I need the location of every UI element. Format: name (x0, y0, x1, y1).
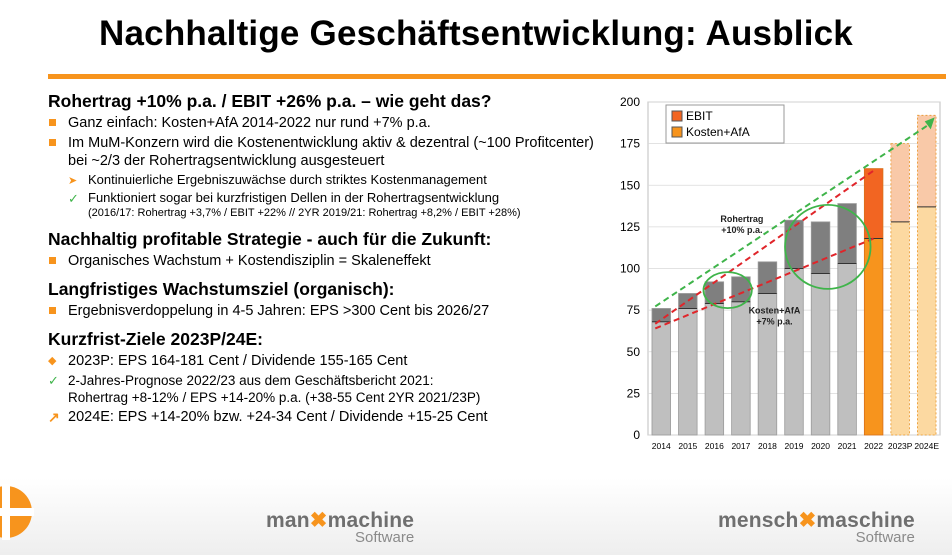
bullet-text: 2024E: EPS +14-20% bzw. +24-34 Cent / Di… (68, 409, 488, 425)
bullet-text: Kontinuierliche Ergebniszuwächse durch s… (88, 172, 487, 187)
x-tick-label: 2014 (652, 441, 671, 451)
bullet-kosten: Ganz einfach: Kosten+AfA 2014-2022 nur r… (48, 114, 608, 132)
heading-rohertrag: Rohertrag +10% p.a. / EBIT +26% p.a. – w… (48, 91, 492, 111)
heading-kurzfrist: Kurzfrist-Ziele 2023P/24E: (48, 329, 263, 349)
bullet-konzern: Im MuM-Konzern wird die Kostenentwicklun… (48, 134, 608, 170)
chart: 0 25 50 75 100 125 150 175 200 2014 2015 2016 2017 20… (610, 92, 945, 460)
subbullet-ergebnis: ➤ Kontinuierliche Ergebniszuwächse durch… (48, 172, 608, 188)
bullet-ergebnisverdoppelung: Ergebnisverdoppelung in 4-5 Jahren: EPS … (48, 302, 608, 320)
bar-kosten (731, 301, 751, 436)
logo-mensch-maschine: mensch✖maschine Software (718, 508, 915, 546)
annotation-kosten: Kosten+AfA (749, 305, 801, 315)
logo-mark-icon: ✖ (798, 509, 817, 532)
y-tick-label: 50 (627, 345, 641, 359)
logo-mark-icon: ✖ (309, 509, 328, 532)
bullet-text-2: Rohertrag +8-12% / EPS +14-20% p.a. (+38… (68, 390, 481, 405)
x-tick-label: 2022 (864, 441, 883, 451)
heading-wachstumsziel: Langfristiges Wachstumsziel (organisch): (48, 279, 395, 299)
legend-label-kosten: Kosten+AfA (686, 125, 750, 139)
legend-swatch-ebit (671, 110, 683, 122)
logo-text: man (266, 509, 310, 532)
x-tick-label: 2023P (888, 441, 913, 451)
bullet-note: (2016/17: Rohertrag +3,7% / EBIT +22% //… (88, 207, 521, 219)
y-tick-label: 125 (620, 220, 640, 234)
bar-kosten (810, 273, 831, 436)
bullet-text: Organisches Wachstum + Kostendisziplin =… (68, 253, 431, 269)
x-tick-label: 2020 (811, 441, 830, 451)
bullet-prognose: ✓ 2-Jahres-Prognose 2022/23 aus dem Gesc… (48, 372, 608, 406)
bar-ebit (810, 221, 831, 274)
y-tick-label: 25 (627, 386, 641, 400)
decorative-orange-circle (0, 484, 34, 540)
bar-kosten (784, 268, 804, 436)
y-tick-label: 150 (620, 178, 640, 192)
bullet-wachstum: Organisches Wachstum + Kostendisziplin =… (48, 252, 608, 270)
logo-text: machine (327, 509, 415, 532)
title-underline (48, 74, 946, 79)
y-tick-label: 0 (633, 428, 640, 442)
y-tick-label: 100 (620, 262, 640, 276)
legend-label-ebit: EBIT (686, 109, 713, 123)
logo-subtitle: Software (354, 529, 415, 546)
x-tick-label: 2018 (758, 441, 777, 451)
bullet-text: 2023P: EPS 164-181 Cent / Dividende 155-… (68, 353, 408, 369)
highlight-ellipse (784, 203, 872, 290)
arrow-bullet-icon: ➤ (68, 175, 78, 187)
x-tick-label: 2019 (785, 441, 804, 451)
bullet-text: Funktioniert sogar bei kurzfristigen Del… (88, 190, 500, 205)
bar-ebit (890, 143, 910, 223)
bar-kosten (678, 308, 698, 436)
checkmark-icon: ✓ (68, 191, 79, 206)
text-content: Rohertrag +10% p.a. / EBIT +26% p.a. – w… (48, 90, 608, 428)
stacked-bar-chart: 0 25 50 75 100 125 150 175 200 2014 2015 2016 2017 20… (620, 95, 941, 451)
highlight-ellipse (702, 271, 753, 310)
bar-kosten (863, 238, 884, 436)
bar-kosten (890, 221, 910, 436)
y-tick-label: 75 (627, 303, 641, 317)
legend-box (665, 104, 785, 144)
bar-kosten (837, 263, 857, 436)
y-tick-label: 200 (620, 95, 640, 109)
x-tick-label: 2017 (731, 441, 750, 451)
x-tick-label: 2024E (914, 441, 939, 451)
bar-kosten (917, 206, 937, 436)
x-tick-label: 2015 (678, 441, 697, 451)
legend-swatch-kosten (671, 126, 683, 138)
bar-ebit (757, 261, 778, 294)
x-tick-label: 2021 (838, 441, 857, 451)
slide-title: Nachhaltige Geschäftsentwicklung: Ausbli… (99, 14, 853, 53)
logo-man-machine: man✖machine Software (266, 508, 414, 546)
bullet-2024e: ↗ 2024E: EPS +14-20% bzw. +24-34 Cent / … (48, 408, 608, 426)
bullet-text: Im MuM-Konzern wird die Kostenentwicklun… (68, 135, 594, 169)
bullet-text: Ergebnisverdoppelung in 4-5 Jahren: EPS … (68, 303, 490, 319)
annotation-rohertrag: Rohertrag (720, 214, 763, 224)
bar-ebit (917, 114, 937, 208)
footer-band (0, 478, 952, 555)
bullet-text: Ganz einfach: Kosten+AfA 2014-2022 nur r… (68, 115, 431, 131)
logo-text: maschine (816, 509, 915, 532)
y-tick-label: 175 (620, 137, 640, 151)
annotation-rohertrag-rate: +10% p.a. (721, 225, 762, 235)
trend-line-green (654, 122, 932, 308)
logo-text: mensch (718, 509, 799, 532)
x-tick-label: 2016 (705, 441, 724, 451)
trend-line-red-rohertrag (654, 169, 875, 325)
bar-kosten (651, 321, 671, 436)
bullet-text: 2-Jahres-Prognose 2022/23 aus dem Geschä… (68, 373, 434, 388)
subbullet-dellen: ✓ Funktioniert sogar bei kurzfristigen D… (48, 190, 608, 220)
diamond-bullet-icon: ◆ (48, 355, 57, 367)
annotation-kosten-rate: +7% p.a. (756, 316, 792, 326)
logo-subtitle: Software (855, 529, 915, 546)
bar-kosten (704, 303, 725, 436)
trend-arrow-green (924, 117, 935, 130)
bullet-2023p: ◆ 2023P: EPS 164-181 Cent / Dividende 15… (48, 352, 608, 370)
up-arrow-icon: ↗ (48, 409, 60, 425)
heading-strategie: Nachhaltig profitable Strategie - auch f… (48, 229, 492, 249)
checkmark-icon: ✓ (48, 373, 59, 388)
